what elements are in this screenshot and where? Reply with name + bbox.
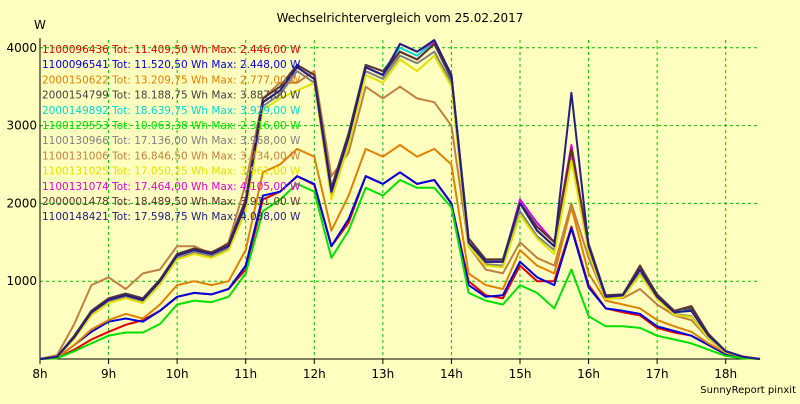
legend: 1100096436 Tot: 11.409,50 Wh Max: 2.446,… <box>42 44 301 223</box>
axes: 1000 2000 3000 4000 8h 9h 10h 11h 12h 13h 14h 15h 16… <box>6 38 760 381</box>
x-tick-label: 8h <box>32 367 47 381</box>
y-tick-label: 4000 <box>6 41 37 55</box>
legend-entry-7: 1100130966 Tot: 17.136,00 Wh Max: 3.968,… <box>42 135 301 147</box>
credit-label: SunnyReport pinxit <box>700 385 796 396</box>
legend-entry-1: 1100096436 Tot: 11.409,50 Wh Max: 2.446,… <box>42 44 301 56</box>
series-line-12 <box>39 39 761 360</box>
series-lines <box>39 39 761 360</box>
series-line-3 <box>39 144 761 360</box>
y-tick-label: 2000 <box>6 196 37 210</box>
x-tick-label: 17h <box>646 367 669 381</box>
x-tick-label: 12h <box>303 367 326 381</box>
x-tick-label: 11h <box>234 367 257 381</box>
y-axis-unit-label: W <box>34 18 46 32</box>
series-line-6 <box>39 179 761 360</box>
legend-entry-11: 2000001478 Tot: 18.489,50 Wh Max: 3.911,… <box>42 196 301 208</box>
x-tick-label: 14h <box>440 367 463 381</box>
legend-entry-4: 2000154799 Tot: 18.188,75 Wh Max: 3.887,… <box>42 90 301 102</box>
series-line-2 <box>39 171 761 360</box>
legend-entry-2: 1100096541 Tot: 11.520,50 Wh Max: 2.448,… <box>42 59 301 71</box>
chart-title: Wechselrichtervergleich vom 25.02.2017 <box>277 11 524 25</box>
legend-entry-6: 1100129553 Tot: 10.063,38 Wh Max: 2.316,… <box>42 120 301 132</box>
y-tick-label: 1000 <box>6 274 37 288</box>
legend-entry-8: 1100131006 Tot: 16.846,50 Wh Max: 3.734,… <box>42 150 301 162</box>
x-tick-label: 16h <box>577 367 600 381</box>
x-tick-label: 9h <box>101 367 116 381</box>
legend-entry-12: 1100148421 Tot: 17.598,75 Wh Max: 4.038,… <box>42 211 301 223</box>
x-tick-label: 13h <box>371 367 394 381</box>
series-line-8 <box>39 70 761 360</box>
legend-entry-3: 2000150622 Tot: 13.209,75 Wh Max: 2.777,… <box>42 74 301 86</box>
x-tick-label: 18h <box>714 367 737 381</box>
x-tick-label: 15h <box>509 367 532 381</box>
legend-entry-5: 2000149892 Tot: 18.639,75 Wh Max: 3.929,… <box>42 105 301 117</box>
legend-entry-10: 1100131074 Tot: 17.464,00 Wh Max: 4.105,… <box>42 181 301 193</box>
series-line-9 <box>39 54 761 360</box>
legend-entry-9: 1100131025 Tot: 17.050,25 Wh Max: 3.961,… <box>42 166 301 178</box>
x-tick-label: 10h <box>166 367 189 381</box>
y-tick-label: 3000 <box>6 119 37 133</box>
